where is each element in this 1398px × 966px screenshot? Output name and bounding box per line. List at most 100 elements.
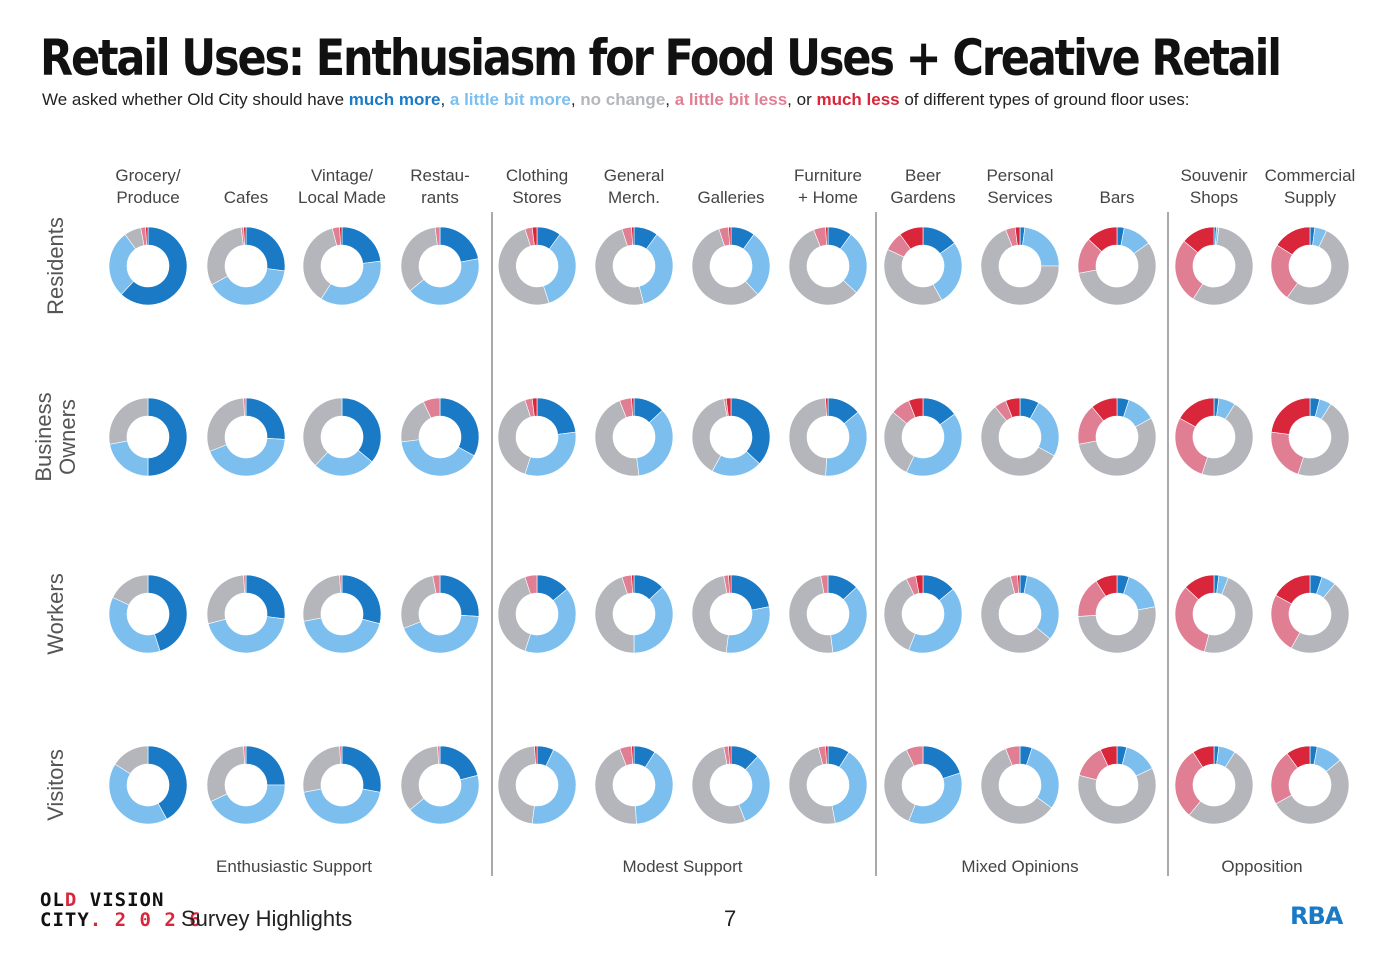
donut-segment-much-more	[245, 226, 286, 272]
donut-segment-much-more	[439, 397, 480, 457]
donut-segment-no-change	[788, 229, 857, 306]
donut-segment-much-less	[631, 574, 635, 594]
donut-segment-little-less	[339, 574, 343, 594]
column-label: Shops	[1190, 188, 1238, 207]
donut-segment-much-less	[339, 226, 343, 246]
donut-segment-much-more	[341, 574, 382, 625]
subtitle-separator: ,	[440, 90, 450, 109]
donut-segment-much-less	[1099, 745, 1118, 767]
donut-segment-no-change	[1203, 577, 1254, 654]
donut-segment-little-more	[633, 586, 674, 654]
donut-segment-much-more	[341, 397, 382, 463]
donut-segment-no-change	[302, 397, 343, 466]
donut-segment-much-less	[1270, 397, 1311, 435]
column-label: Beer	[905, 166, 941, 185]
donut-segment-no-change	[302, 227, 338, 300]
donut-segment-no-change	[691, 228, 759, 306]
donut-segment-much-less	[1192, 745, 1215, 768]
donut-segment-much-less	[1286, 745, 1311, 769]
row-label: Business	[31, 392, 56, 481]
donut-segment-no-change	[788, 746, 836, 825]
donut-segment-little-more	[524, 431, 577, 477]
donut-segment-much-less	[825, 397, 829, 417]
donut-segment-much-less	[1091, 397, 1118, 422]
donut-segment-no-change	[497, 399, 531, 475]
donut-segment-no-change	[1077, 767, 1157, 825]
donut-segment-much-more	[439, 745, 479, 781]
donut-segment-no-change	[206, 745, 245, 803]
donut-segment-much-more	[922, 745, 961, 779]
donut-segment-much-less	[534, 745, 538, 765]
donut-segment-much-less	[1179, 397, 1215, 428]
column-label: Services	[987, 188, 1052, 207]
donut-segment-little-more	[209, 438, 286, 477]
donut-segment-no-change	[302, 745, 341, 793]
donut-segment-much-more	[341, 226, 382, 264]
donut-segment-little-more	[210, 784, 286, 825]
donut-segment-little-less	[243, 397, 247, 417]
rba-logo: RBA	[1290, 902, 1343, 930]
donut-segment-much-more	[341, 745, 382, 793]
donut-segment-no-change	[206, 397, 245, 452]
donut-segment-little-more	[524, 588, 577, 654]
donut-segment-much-less	[1276, 226, 1311, 256]
donut-segment-little-more	[303, 617, 381, 654]
donut-segment-little-less	[339, 745, 343, 765]
donut-segment-little-more	[531, 749, 577, 825]
donut-segment-no-change	[108, 397, 149, 445]
donut-segment-little-more	[1029, 402, 1060, 457]
subtitle-separator: ,	[665, 90, 675, 109]
donut-segment-much-less	[1017, 574, 1021, 594]
donut-segment-much-more	[245, 397, 286, 440]
donut-segment-no-change	[112, 574, 149, 606]
donut-segment-no-change	[206, 226, 244, 286]
column-label: Bars	[1100, 188, 1135, 207]
donut-segment-no-change	[400, 745, 439, 811]
legend-much-more: much more	[348, 90, 441, 109]
row-label: Owners	[55, 399, 80, 475]
subtitle: We asked whether Old City should have mu…	[42, 90, 1189, 110]
donut-segment-little-more	[1026, 747, 1060, 809]
column-label: Restau-	[410, 166, 470, 185]
group-label: Enthusiastic Support	[216, 857, 372, 876]
donut-segment-much-more	[147, 745, 188, 820]
donut-segment-little-less	[1270, 431, 1304, 475]
donut-segment-no-change	[883, 578, 916, 651]
column-label: Vintage/	[311, 166, 373, 185]
donut-segment-much-less	[728, 745, 732, 765]
donut-segment-no-change	[1275, 759, 1350, 825]
row-label: Visitors	[43, 749, 68, 821]
donut-segment-little-less	[524, 574, 538, 595]
group-label: Opposition	[1221, 857, 1302, 876]
donut-segment-no-change	[691, 746, 746, 825]
donut-segment-no-change	[302, 574, 341, 622]
old-city-vision-logo: OLD VISION CITY. 2 0 2 6	[40, 889, 202, 931]
donut-segment-no-change	[883, 248, 943, 306]
legend-no-change: no change	[580, 90, 666, 109]
donut-segment-much-less	[915, 574, 924, 594]
donut-segment-much-less	[631, 397, 635, 417]
donut-segment-no-change	[594, 576, 635, 654]
donut-segment-much-more	[439, 226, 479, 263]
donut-segment-much-less	[725, 397, 732, 417]
donut-segment-little-less	[905, 745, 924, 767]
donut-segment-no-change	[206, 574, 245, 625]
donut-segment-no-change	[980, 406, 1055, 477]
donut-segment-little-more	[1123, 576, 1156, 611]
donut-segment-no-change	[1297, 403, 1350, 477]
column-label: Cafes	[224, 188, 268, 207]
donut-segment-no-change	[497, 745, 536, 825]
donut-segment-little-more	[211, 268, 286, 306]
donut-segment-no-change	[980, 748, 1052, 825]
donut-segment-little-more	[635, 751, 674, 825]
column-label: Supply	[1284, 188, 1336, 207]
donut-segment-much-less	[243, 226, 247, 246]
donut-segment-little-more	[207, 616, 286, 654]
donut-segment-no-change	[1078, 242, 1157, 306]
row-label: Residents	[43, 217, 68, 315]
donut-segment-no-change	[691, 575, 729, 654]
column-label: + Home	[798, 188, 858, 207]
donut-segment-much-more	[439, 574, 480, 617]
donut-segment-no-change	[1192, 226, 1254, 306]
